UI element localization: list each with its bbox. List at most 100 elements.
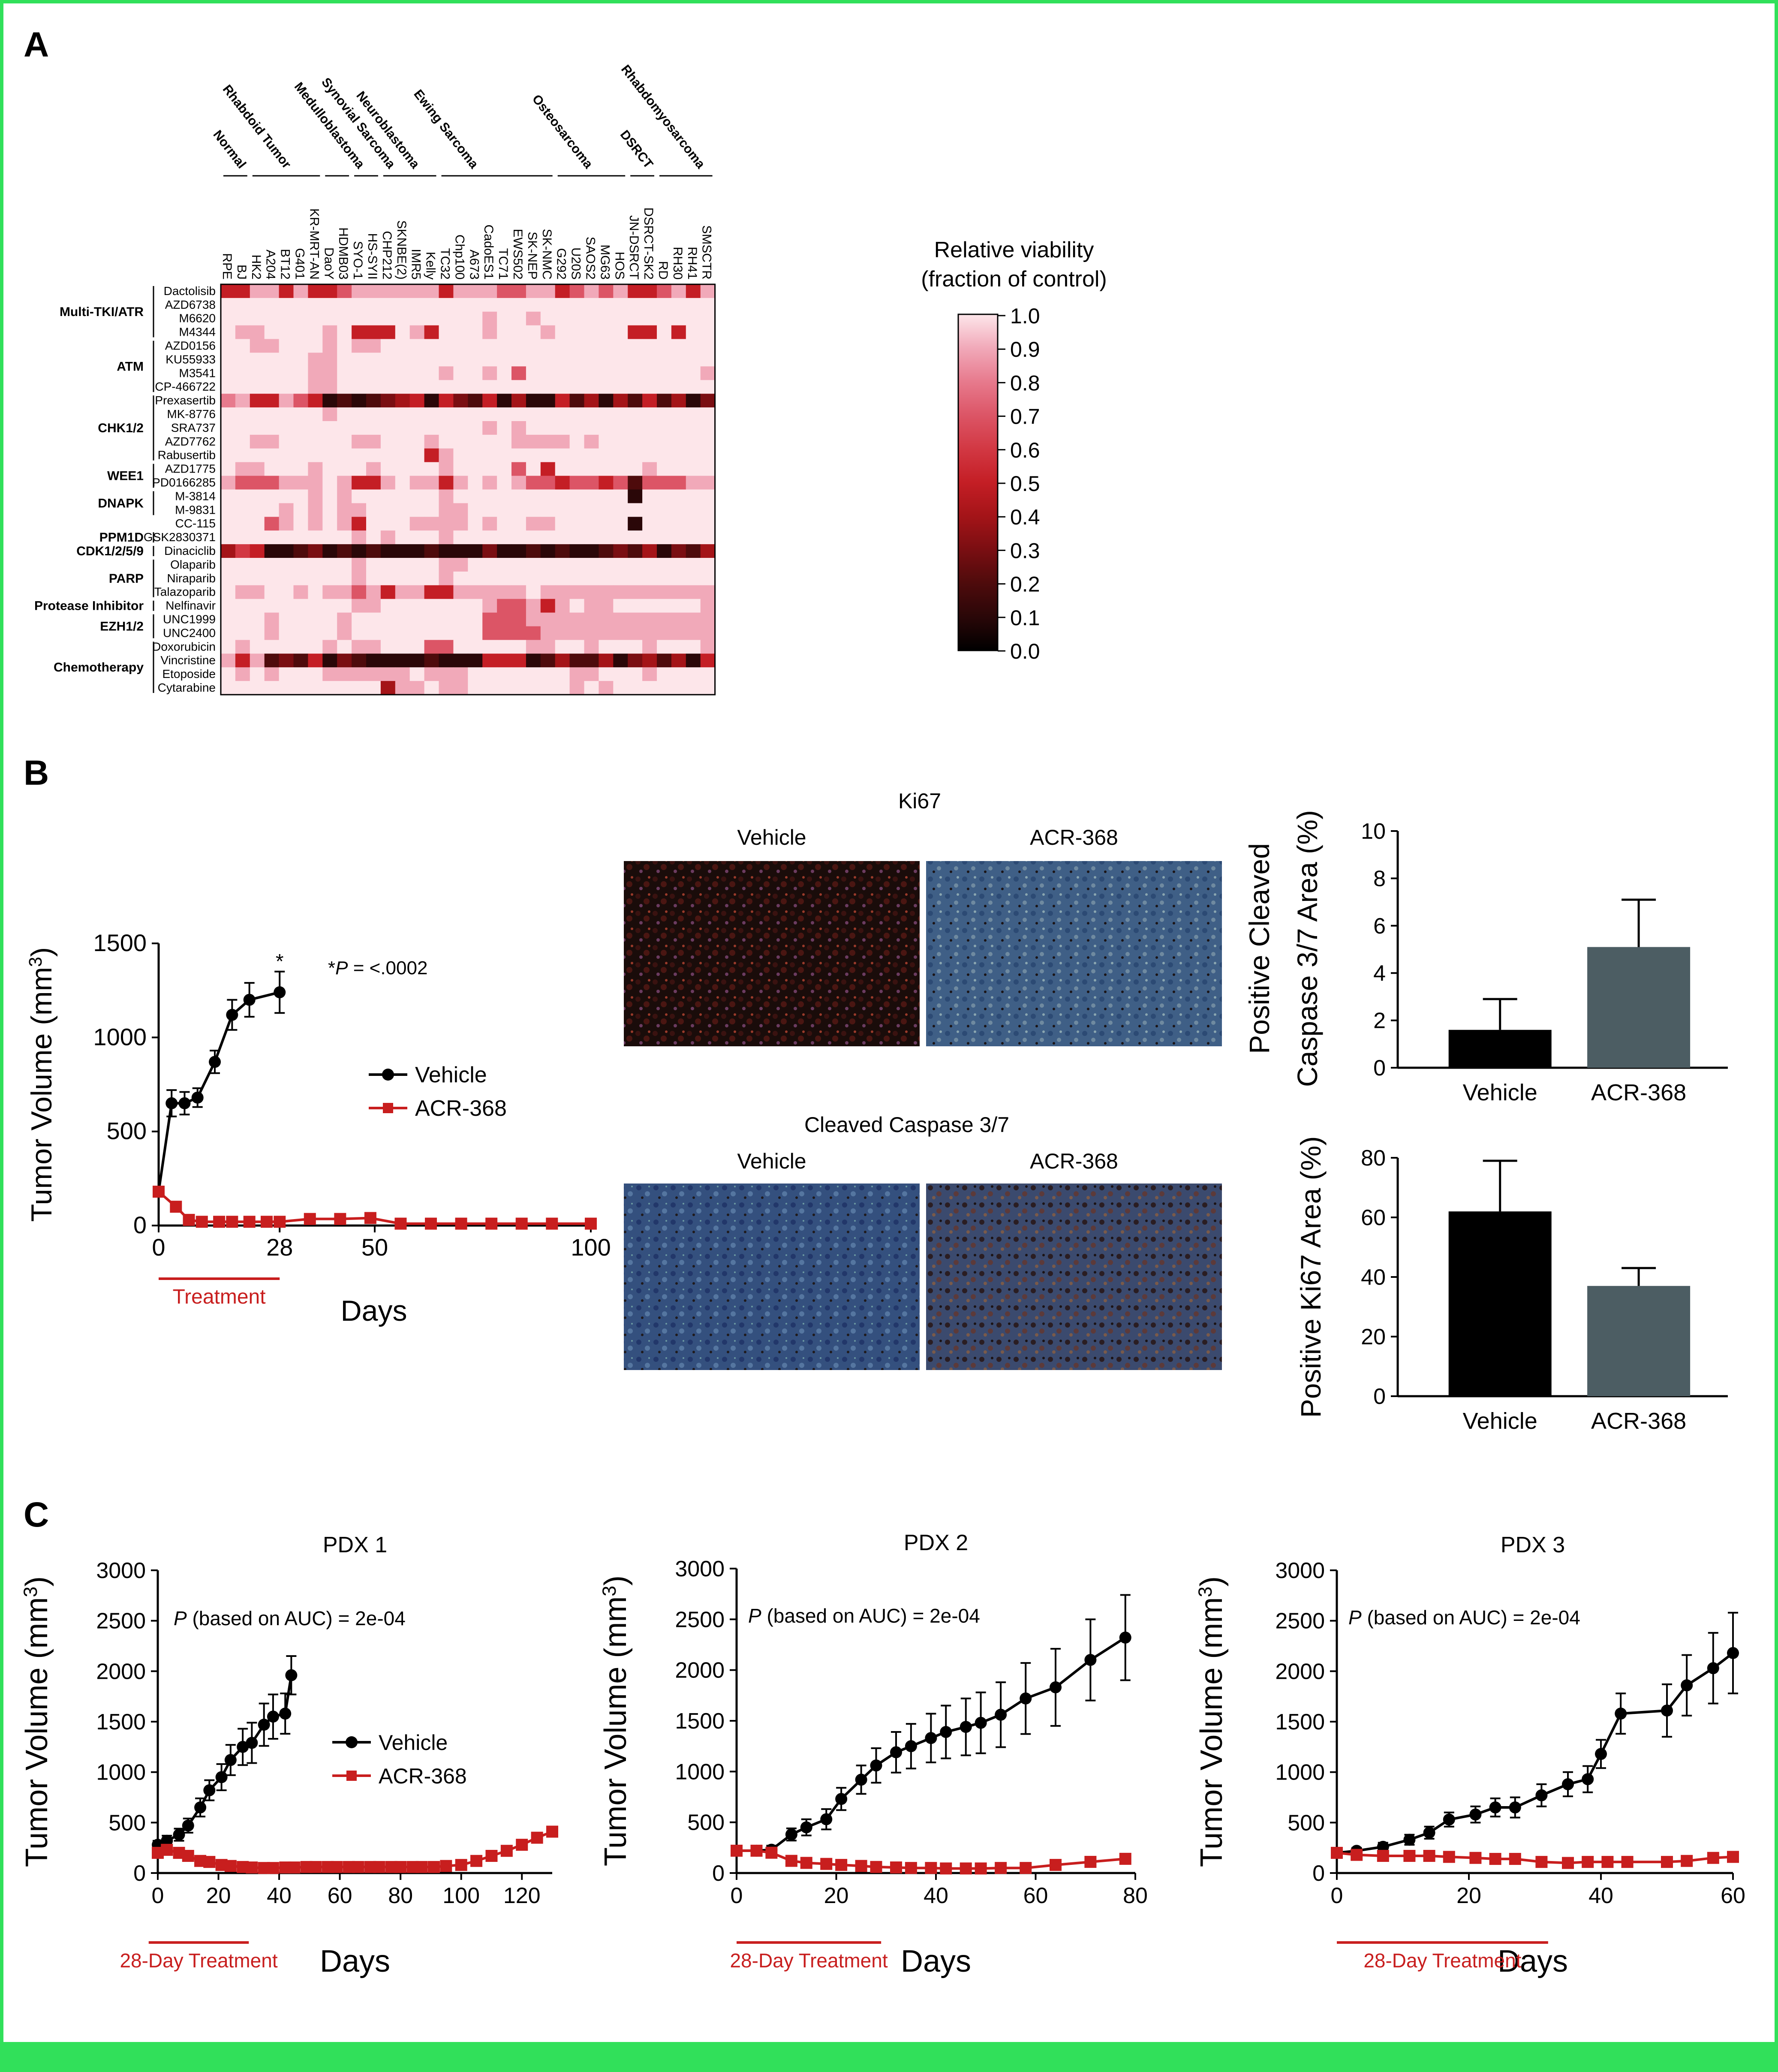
legend-tick-label: 0.7: [1010, 405, 1040, 429]
data-point-vehicle: [209, 1056, 221, 1068]
heat-cell: [366, 462, 381, 476]
drug-label: AZD6738: [165, 298, 216, 311]
legend-label: Vehicle: [415, 1063, 487, 1087]
ki67-vehicle-label: Vehicle: [737, 825, 806, 849]
heat-cell: [235, 407, 250, 422]
data-point-acr: [800, 1857, 812, 1869]
heat-cell: [628, 640, 643, 654]
heat-cell: [279, 325, 294, 340]
heat-cell: [322, 325, 337, 340]
heat-cell: [569, 352, 585, 367]
heat-cell: [395, 434, 410, 449]
data-point-acr: [196, 1216, 208, 1228]
heat-cell: [569, 298, 585, 312]
heat-cell: [613, 366, 628, 380]
heat-cell: [279, 544, 294, 558]
heat-cell: [642, 434, 657, 449]
heat-cell: [671, 325, 686, 340]
heat-cell: [366, 612, 381, 627]
heat-cell: [279, 489, 294, 503]
data-point-vehicle: [274, 986, 286, 999]
heat-cell: [671, 489, 686, 503]
heat-cell: [409, 352, 425, 367]
cell-line-label: HDMB03: [336, 227, 350, 280]
heat-cell: [613, 626, 628, 640]
heat-cell: [308, 325, 323, 340]
data-point-vehicle: [215, 1771, 228, 1783]
drug-class-labels: Multi-TKI/ATR ATM CHK1/2 WEE1 DNAPK PPM1DCDK1…: [34, 286, 154, 693]
heat-cell: [555, 476, 570, 490]
heat-cell: [497, 681, 512, 695]
tumor-group-label: Rhabdomyosarcoma: [618, 62, 708, 171]
legend-label: ACR-368: [415, 1096, 507, 1121]
drug-label: Vincristine: [160, 654, 216, 667]
heat-cell: [453, 284, 468, 298]
heat-cell: [250, 667, 265, 681]
heat-cell: [380, 380, 396, 394]
heat-cell: [540, 394, 556, 408]
heat-cell: [453, 585, 468, 599]
data-point-acr: [1423, 1849, 1435, 1862]
heat-cell: [468, 380, 483, 394]
data-point-acr: [531, 1831, 543, 1844]
heat-cell: [569, 626, 585, 640]
heat-cell: [540, 311, 556, 326]
y-tick-label: 1000: [96, 1760, 146, 1785]
heat-cell: [221, 476, 236, 490]
ki67-title: Ki67: [898, 789, 941, 813]
heat-cell: [700, 612, 716, 627]
heat-cell: [700, 284, 716, 298]
heat-cell: [613, 407, 628, 422]
heat-cell: [380, 489, 396, 503]
heat-cell: [555, 462, 570, 476]
drug-class-label: CHK1/2: [98, 421, 144, 435]
data-point-vehicle: [165, 1097, 178, 1109]
heat-cell: [424, 311, 439, 326]
heat-cell: [380, 681, 396, 695]
drug-label: Dactolisib: [164, 284, 216, 298]
heat-cell: [599, 284, 614, 298]
y-tick-label: 2000: [1275, 1659, 1325, 1684]
y-axis-label: Positive Ki67 Area (%): [1295, 1136, 1327, 1418]
heat-cell: [569, 681, 585, 695]
heat-cell: [540, 489, 556, 503]
heat-cell: [569, 394, 585, 408]
heat-cell: [613, 640, 628, 654]
heat-cell: [686, 352, 701, 367]
heat-cell: [453, 626, 468, 640]
heat-cell: [526, 654, 541, 668]
heat-cell: [686, 298, 701, 312]
y-axis-label-line1: Positive Cleaved: [1243, 843, 1275, 1054]
x-tick-label: 50: [361, 1234, 388, 1261]
heat-cell: [584, 681, 599, 695]
heat-cell: [250, 298, 265, 312]
heat-cell: [511, 640, 526, 654]
heat-cell: [700, 544, 716, 558]
heat-cell: [250, 544, 265, 558]
data-point-vehicle: [855, 1774, 867, 1786]
heat-cell: [628, 284, 643, 298]
heat-cell: [221, 571, 236, 586]
y-axis-label-close: ): [20, 1576, 54, 1587]
data-point-vehicle: [960, 1721, 972, 1733]
heat-cell: [468, 325, 483, 340]
heat-cell: [395, 530, 410, 545]
heat-cell: [642, 462, 657, 476]
heat-cell: [482, 599, 497, 613]
heat-cell: [642, 339, 657, 353]
heat-cell: [264, 434, 280, 449]
heat-cell: [439, 640, 454, 654]
heatmap-cells: [220, 283, 716, 696]
heat-cell: [308, 352, 323, 367]
heat-cell: [424, 476, 439, 490]
heat-cell: [250, 503, 265, 517]
heat-cell: [453, 612, 468, 627]
heat-cell: [352, 339, 367, 353]
heat-cell: [453, 558, 468, 572]
data-point-vehicle: [905, 1740, 917, 1753]
heat-cell: [322, 284, 337, 298]
heat-cell: [366, 544, 381, 558]
heat-cell: [686, 626, 701, 640]
